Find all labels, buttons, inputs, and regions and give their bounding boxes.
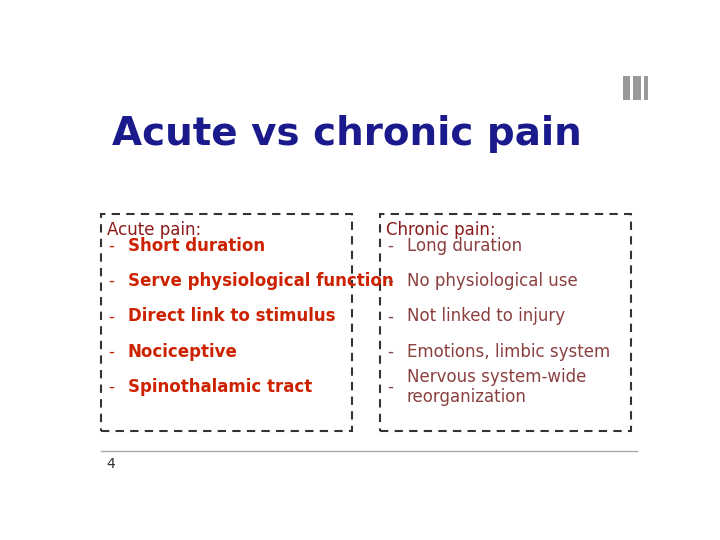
Text: -: - xyxy=(108,272,114,290)
FancyBboxPatch shape xyxy=(623,76,630,100)
Text: Chronic pain:: Chronic pain: xyxy=(386,221,495,239)
Text: -: - xyxy=(387,378,392,396)
Text: Spinothalamic tract: Spinothalamic tract xyxy=(128,378,312,396)
FancyBboxPatch shape xyxy=(634,76,641,100)
FancyBboxPatch shape xyxy=(644,76,652,100)
Text: Long duration: Long duration xyxy=(407,237,522,255)
Text: Acute pain:: Acute pain: xyxy=(107,221,201,239)
Text: -: - xyxy=(387,307,392,326)
Text: Nervous system-wide
reorganization: Nervous system-wide reorganization xyxy=(407,368,586,407)
Text: -: - xyxy=(108,378,114,396)
Text: -: - xyxy=(108,237,114,255)
Text: -: - xyxy=(387,237,392,255)
Text: 4: 4 xyxy=(107,457,115,471)
Text: Emotions, limbic system: Emotions, limbic system xyxy=(407,343,610,361)
Text: Not linked to injury: Not linked to injury xyxy=(407,307,565,326)
Text: -: - xyxy=(108,343,114,361)
Text: -: - xyxy=(387,272,392,290)
Text: Nociceptive: Nociceptive xyxy=(128,343,238,361)
Text: Direct link to stimulus: Direct link to stimulus xyxy=(128,307,336,326)
Text: Short duration: Short duration xyxy=(128,237,265,255)
Text: Acute vs chronic pain: Acute vs chronic pain xyxy=(112,114,582,153)
Text: -: - xyxy=(108,307,114,326)
Text: No physiological use: No physiological use xyxy=(407,272,577,290)
Text: Serve physiological function: Serve physiological function xyxy=(128,272,394,290)
Text: -: - xyxy=(387,343,392,361)
